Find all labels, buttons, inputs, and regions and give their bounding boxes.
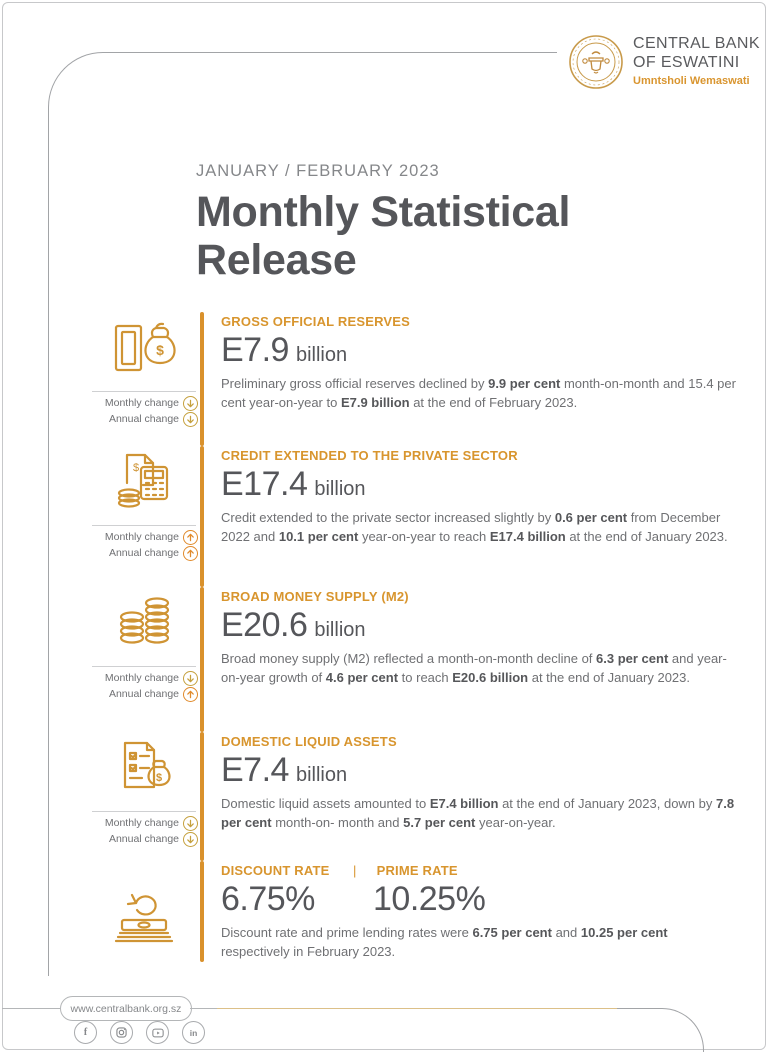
sections: $ Monthly change Annual change GROSS OFFICI… bbox=[88, 312, 738, 962]
prime-rate-value: 10.25% bbox=[373, 880, 486, 918]
decorative-frame bbox=[48, 52, 557, 976]
domestic-liquid-assets-label: DOMESTIC LIQUID ASSETS bbox=[221, 734, 397, 749]
broad-money-supply-value: E20.6 billion bbox=[221, 606, 366, 644]
gross-official-reserves-body: Preliminary gross official reserves decl… bbox=[221, 376, 736, 410]
website-url: www.centralbank.org.sz bbox=[70, 1002, 182, 1015]
footer-rule-gold bbox=[217, 1008, 617, 1009]
section-accent-bar bbox=[200, 732, 204, 861]
monthly-change-label: Monthly change bbox=[104, 531, 179, 543]
icon-divider bbox=[92, 811, 196, 812]
annual-change-label: Annual change bbox=[108, 546, 179, 559]
bank-seal-icon bbox=[568, 34, 624, 95]
broad-money-supply-icon-column: Monthly change Annual change bbox=[88, 587, 200, 732]
instagram-icon[interactable] bbox=[110, 1021, 133, 1044]
svg-text:$: $ bbox=[156, 342, 164, 358]
rates-labels: DISCOUNT RATE | PRIME RATE bbox=[221, 861, 738, 878]
annual-change-down-icon bbox=[183, 412, 198, 428]
gold-bar-money-bag-icon: $ bbox=[109, 317, 179, 384]
rate-separator: | bbox=[353, 863, 357, 878]
section-accent-bar bbox=[200, 312, 204, 446]
section-accent-bar bbox=[200, 587, 204, 732]
bank-name-line2: OF ESWATINI bbox=[633, 54, 740, 72]
annual-change-label: Annual change bbox=[108, 687, 179, 700]
social-links: f in bbox=[74, 1021, 205, 1044]
calculator-coins-icon: $ bbox=[109, 451, 179, 518]
monthly-change-down-icon bbox=[183, 396, 198, 412]
monthly-change-label: Monthly change bbox=[104, 397, 179, 409]
monthly-change-up-icon bbox=[183, 530, 198, 546]
bank-logo: CENTRAL BANK OF ESWATINI Umntsholi Wemas… bbox=[568, 34, 760, 95]
bank-name-line1: CENTRAL BANK bbox=[633, 35, 760, 52]
banknotes-refresh-icon bbox=[109, 887, 179, 954]
coin-stacks-icon bbox=[109, 592, 179, 659]
annual-change-up-icon bbox=[183, 687, 198, 703]
youtube-icon[interactable] bbox=[146, 1021, 169, 1044]
footer-rule-left bbox=[2, 1008, 60, 1009]
monthly-change-down-icon bbox=[183, 671, 198, 687]
credit-private-sector-icon-column: $ Monthly change Annual change bbox=[88, 446, 200, 587]
svg-text:$: $ bbox=[133, 462, 139, 474]
gross-official-reserves-value: E7.9 billion bbox=[221, 331, 348, 369]
footer-rule-mid bbox=[190, 1008, 217, 1009]
monthly-change-down-icon bbox=[183, 816, 198, 832]
rates-body: Discount rate and prime lending rates we… bbox=[221, 925, 668, 959]
website-pill[interactable]: www.centralbank.org.sz bbox=[60, 996, 192, 1021]
svg-text:$: $ bbox=[156, 772, 162, 784]
facebook-icon[interactable]: f bbox=[74, 1021, 97, 1044]
bank-tagline: Umntsholi Wemaswati bbox=[633, 75, 750, 88]
gross-official-reserves-label: GROSS OFFICIAL RESERVES bbox=[221, 314, 411, 329]
icon-divider bbox=[92, 525, 196, 526]
credit-private-sector-body: Credit extended to the private sector in… bbox=[221, 510, 728, 544]
domestic-liquid-assets-icon-column: $ Monthly change Annual change bbox=[88, 732, 200, 861]
broad-money-supply-body: Broad money supply (M2) reflected a mont… bbox=[221, 651, 727, 685]
annual-change-label: Annual change bbox=[108, 832, 179, 845]
monthly-change-label: Monthly change bbox=[104, 817, 179, 829]
domestic-liquid-assets-value: E7.4 billion bbox=[221, 751, 348, 789]
broad-money-supply-label: BROAD MONEY SUPPLY (M2) bbox=[221, 589, 409, 604]
domestic-liquid-assets-body: Domestic liquid assets amounted to E7.4 … bbox=[221, 796, 735, 830]
annual-change-label: Annual change bbox=[108, 412, 179, 425]
icon-divider bbox=[92, 666, 196, 667]
credit-private-sector-value: E17.4 billion bbox=[221, 465, 366, 503]
document-money-bag-icon: $ bbox=[109, 737, 179, 804]
page-title: Monthly Statistical Release bbox=[196, 188, 571, 285]
prime-rate-label: PRIME RATE bbox=[376, 863, 458, 878]
footer-corner-rule bbox=[617, 1008, 704, 1052]
icon-divider bbox=[92, 391, 196, 392]
section-accent-bar bbox=[200, 446, 204, 587]
rates-values: 6.75% 10.25% bbox=[221, 880, 738, 919]
section-accent-bar bbox=[200, 861, 204, 962]
credit-private-sector-label: CREDIT EXTENDED TO THE PRIVATE SECTOR bbox=[221, 448, 518, 463]
section-rates: DISCOUNT RATE | PRIME RATE 6.75% 10.25% Disco… bbox=[88, 861, 738, 962]
gross-official-reserves-icon-column: $ Monthly change Annual change bbox=[88, 312, 200, 446]
monthly-change-label: Monthly change bbox=[104, 672, 179, 684]
rates-icon-column bbox=[88, 861, 200, 962]
discount-rate-label: DISCOUNT RATE bbox=[221, 863, 330, 878]
masthead: JANUARY / FEBRUARY 2023 Monthly Statisti… bbox=[196, 162, 570, 284]
section-credit-private-sector: $ Monthly change Annual change CREDIT EXTEN… bbox=[88, 446, 738, 587]
annual-change-down-icon bbox=[183, 832, 198, 848]
release-period: JANUARY / FEBRUARY 2023 bbox=[196, 162, 440, 180]
section-gross-official-reserves: $ Monthly change Annual change GROSS OFFICI… bbox=[88, 312, 738, 446]
section-domestic-liquid-assets: $ Monthly change Annual change DOMESTIC LIQ… bbox=[88, 732, 738, 861]
discount-rate-value: 6.75% bbox=[221, 880, 315, 918]
section-broad-money-supply: Monthly change Annual change BROAD MONEY S… bbox=[88, 587, 738, 732]
linkedin-icon[interactable]: in bbox=[182, 1021, 205, 1044]
annual-change-up-icon bbox=[183, 546, 198, 562]
